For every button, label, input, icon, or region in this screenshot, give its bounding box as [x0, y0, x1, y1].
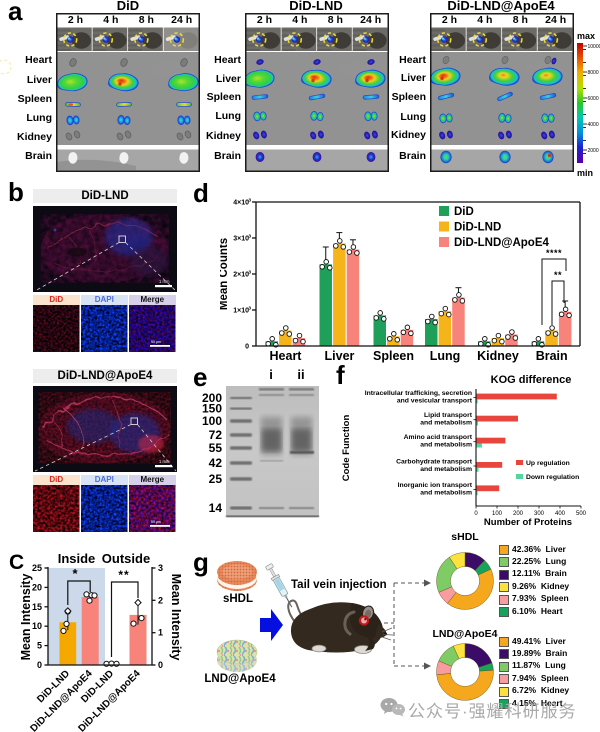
svg-text:3: 3 — [248, 270, 251, 276]
svg-text:3: 3 — [248, 198, 251, 204]
svg-text:DiD-LND@ApoE4: DiD-LND@ApoE4 — [454, 237, 550, 249]
svg-text:3: 3 — [248, 306, 251, 312]
svg-text:Heart: Heart — [270, 349, 303, 363]
svg-text:Lung: Lung — [430, 349, 461, 363]
svg-text:DiD: DiD — [454, 206, 474, 218]
svg-text:and metabolism: and metabolism — [420, 466, 472, 473]
svg-text:Mean Intensity: Mean Intensity — [169, 574, 183, 661]
svg-text:Liver: Liver — [325, 349, 355, 363]
svg-text:20: 20 — [32, 582, 42, 592]
svg-text:0: 0 — [245, 344, 249, 351]
svg-text:3×10: 3×10 — [233, 236, 249, 243]
svg-text:3: 3 — [248, 234, 251, 240]
svg-text:min: min — [577, 168, 593, 178]
svg-text:6000: 6000 — [588, 96, 599, 102]
svg-text:KOG difference: KOG difference — [491, 374, 572, 386]
svg-text:3: 3 — [158, 563, 163, 573]
svg-text:Amino acid transport: Amino acid transport — [404, 434, 473, 441]
svg-text:Mean Counts: Mean Counts — [220, 238, 230, 310]
svg-text:400: 400 — [555, 511, 566, 517]
svg-text:and vesicular transport: and vesicular transport — [397, 398, 473, 405]
svg-text:100: 100 — [492, 511, 503, 517]
svg-text:Code Function: Code Function — [341, 415, 352, 482]
svg-text:4×10: 4×10 — [233, 200, 249, 207]
svg-text:42: 42 — [209, 456, 223, 470]
svg-text:i: i — [269, 367, 273, 382]
svg-text:5: 5 — [37, 641, 42, 651]
svg-text:72: 72 — [209, 428, 223, 442]
svg-text:100: 100 — [202, 414, 222, 428]
svg-text:25: 25 — [32, 563, 42, 573]
svg-text:0: 0 — [474, 511, 478, 517]
svg-text:2×10: 2×10 — [233, 272, 249, 279]
svg-text:and metabolism: and metabolism — [420, 442, 472, 449]
svg-text:300: 300 — [534, 511, 545, 517]
svg-text:*: * — [72, 566, 78, 581]
svg-text:ii: ii — [297, 367, 304, 382]
svg-text:1×10: 1×10 — [233, 308, 249, 315]
svg-text:10000: 10000 — [588, 44, 600, 50]
svg-text:Up regulation: Up regulation — [526, 460, 570, 467]
svg-text:Kidney: Kidney — [477, 349, 519, 363]
svg-text:55: 55 — [209, 441, 223, 455]
svg-text:**: ** — [554, 270, 562, 280]
svg-text:Spleen: Spleen — [373, 349, 414, 363]
svg-text:Carbohydrate transport: Carbohydrate transport — [396, 459, 473, 466]
svg-text:1 mm: 1 mm — [159, 459, 170, 464]
svg-text:max: max — [577, 31, 595, 41]
svg-text:Lipid transport: Lipid transport — [424, 412, 473, 419]
svg-text:Brain: Brain — [536, 349, 568, 363]
svg-text:2: 2 — [158, 595, 163, 605]
svg-text:and metabolism: and metabolism — [420, 489, 472, 496]
svg-text:Inorganic ion transport: Inorganic ion transport — [398, 482, 473, 489]
svg-text:500: 500 — [576, 511, 587, 517]
svg-text:1 mm: 1 mm — [159, 279, 170, 284]
svg-text:14: 14 — [209, 501, 223, 515]
svg-text:DiD-LND: DiD-LND — [454, 222, 501, 234]
svg-text:50 μm: 50 μm — [151, 520, 161, 524]
svg-text:0: 0 — [37, 660, 42, 670]
svg-text:0: 0 — [158, 660, 163, 670]
svg-text:10: 10 — [32, 621, 42, 631]
svg-text:Down regulation: Down regulation — [526, 474, 579, 481]
svg-text:15: 15 — [32, 602, 42, 612]
svg-text:150: 150 — [202, 402, 222, 416]
svg-text:and metabolism: and metabolism — [420, 420, 472, 427]
svg-text:Intracellular trafficking, sec: Intracellular trafficking, secretion — [365, 390, 472, 397]
svg-text:1: 1 — [158, 628, 163, 638]
svg-text:200: 200 — [513, 511, 524, 517]
svg-text:Number of Proteins: Number of Proteins — [484, 517, 572, 528]
svg-text:50 μm: 50 μm — [151, 340, 161, 344]
svg-text:****: **** — [546, 248, 562, 258]
svg-text:4000: 4000 — [588, 122, 599, 128]
svg-text:200: 200 — [202, 391, 222, 405]
svg-text:2000: 2000 — [588, 148, 599, 154]
svg-text:25: 25 — [209, 472, 223, 486]
svg-text:8000: 8000 — [588, 70, 599, 76]
svg-text:Mean Intensity: Mean Intensity — [19, 574, 33, 661]
svg-text:**: ** — [118, 568, 129, 582]
